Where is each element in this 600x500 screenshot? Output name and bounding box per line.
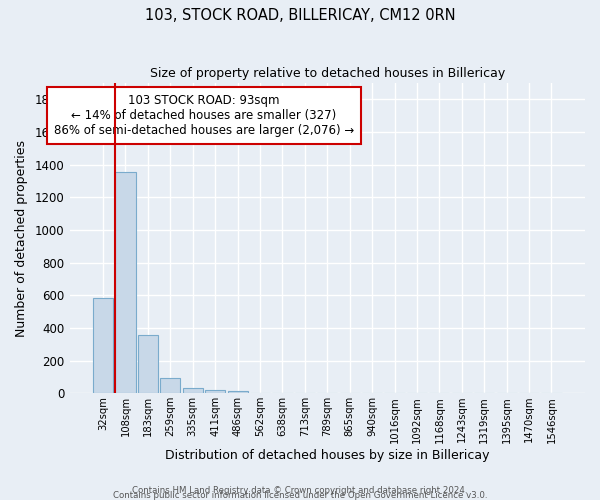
Title: Size of property relative to detached houses in Billericay: Size of property relative to detached ho… <box>149 68 505 80</box>
Bar <box>93 298 113 393</box>
X-axis label: Distribution of detached houses by size in Billericay: Distribution of detached houses by size … <box>165 450 490 462</box>
Bar <box>182 388 203 393</box>
Text: Contains public sector information licensed under the Open Government Licence v3: Contains public sector information licen… <box>113 490 487 500</box>
Text: Contains HM Land Registry data © Crown copyright and database right 2024.: Contains HM Land Registry data © Crown c… <box>132 486 468 495</box>
Bar <box>160 378 181 393</box>
Y-axis label: Number of detached properties: Number of detached properties <box>15 140 28 336</box>
Bar <box>138 335 158 393</box>
Bar <box>115 172 136 393</box>
Bar <box>205 390 225 393</box>
Bar <box>227 390 248 393</box>
Text: 103 STOCK ROAD: 93sqm
← 14% of detached houses are smaller (327)
86% of semi-det: 103 STOCK ROAD: 93sqm ← 14% of detached … <box>54 94 354 137</box>
Text: 103, STOCK ROAD, BILLERICAY, CM12 0RN: 103, STOCK ROAD, BILLERICAY, CM12 0RN <box>145 8 455 22</box>
